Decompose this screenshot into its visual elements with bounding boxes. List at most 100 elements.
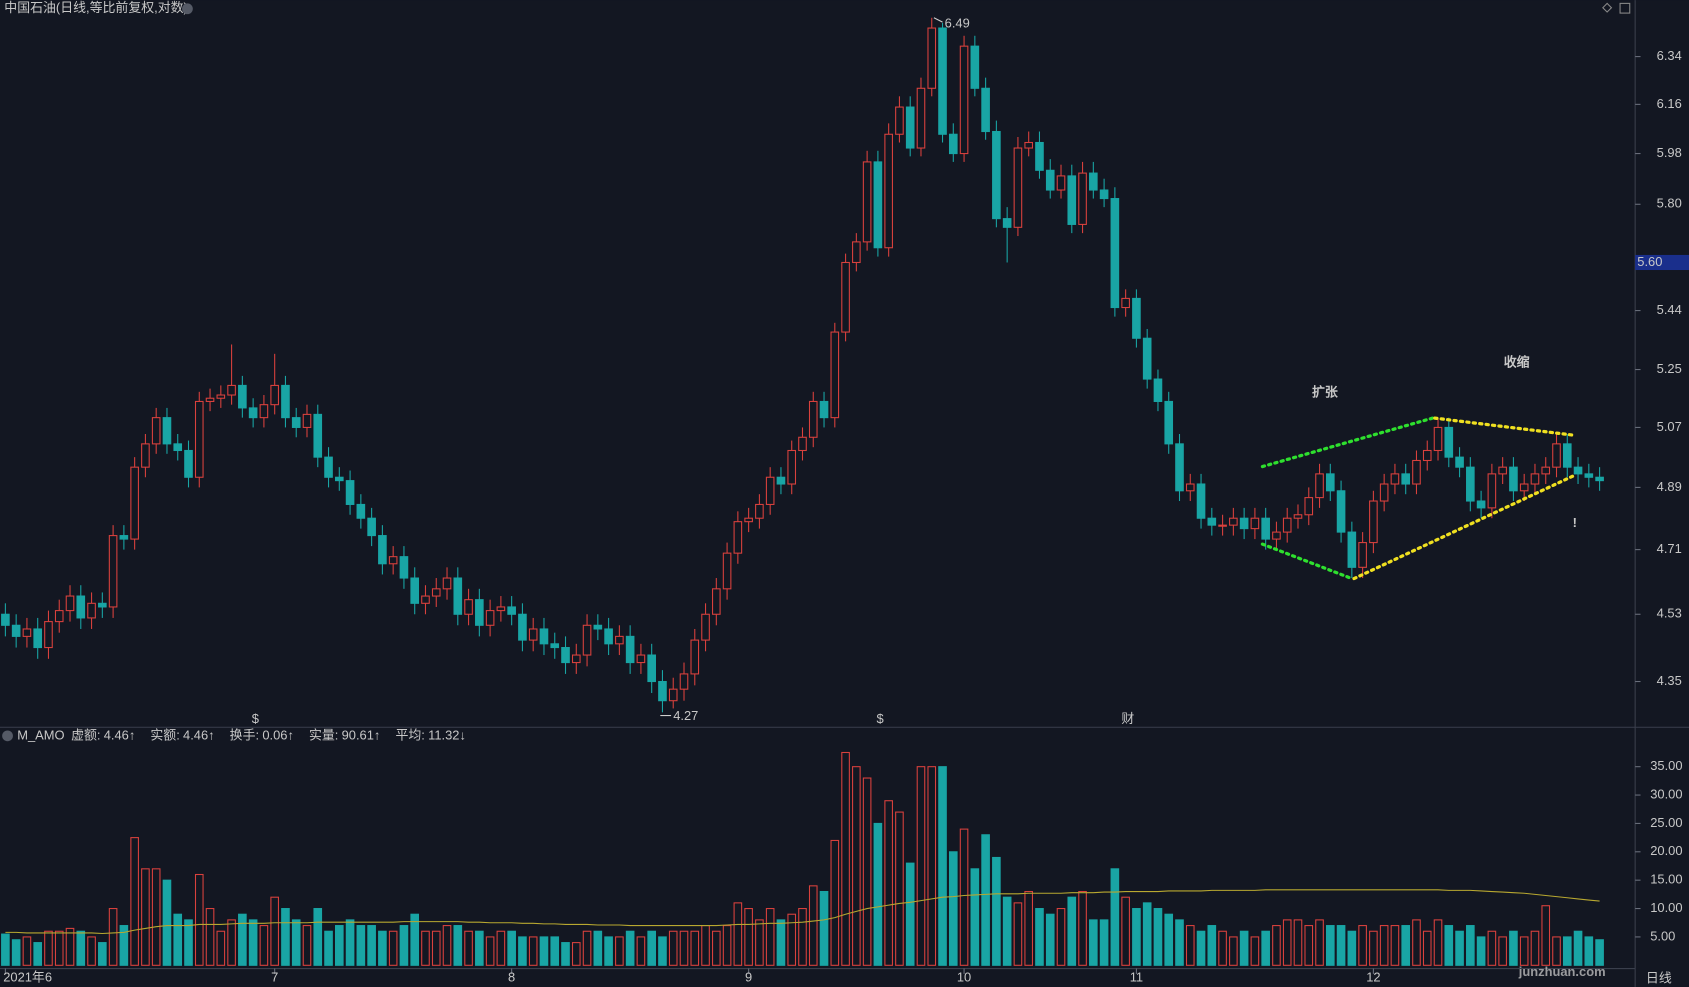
legend-trend: ↑ (287, 727, 293, 742)
volume-bar (1433, 919, 1443, 966)
volume-bar (1336, 925, 1346, 966)
volume-bar (1024, 890, 1034, 966)
legend-label: 实额: (150, 727, 179, 742)
volume-bar (744, 908, 753, 966)
x-tick-label: 11 (1130, 970, 1143, 985)
volume-bar (1455, 930, 1464, 966)
volume-bar (841, 751, 850, 966)
candle-body (862, 161, 872, 243)
candle-body (1002, 218, 1012, 228)
volume-bar (162, 879, 172, 966)
watermark: junzhuan.com (1518, 964, 1606, 979)
legend-trend: ↓ (459, 727, 465, 742)
candle-body (313, 413, 323, 458)
volume-bar (981, 834, 990, 966)
volume-bar (1315, 919, 1324, 966)
high-marker-arrow (933, 17, 943, 23)
volume-bar (636, 936, 646, 966)
volume-bar (431, 930, 441, 966)
candle-body (981, 87, 990, 133)
volume-bar (1573, 930, 1583, 966)
candle-body (1056, 175, 1066, 191)
candle-body (496, 606, 506, 612)
volume-bar (507, 930, 516, 966)
volume-bar (291, 919, 301, 966)
volume-bar (11, 939, 21, 966)
contraction-line (1352, 473, 1577, 581)
candle-body (119, 535, 129, 540)
volume-bars (1, 751, 1604, 966)
contraction-line (1433, 416, 1577, 437)
candle-body (1573, 466, 1583, 475)
candle-body (1476, 500, 1486, 509)
candle-body (1422, 449, 1432, 462)
volume-bar (1412, 919, 1421, 966)
volume-bar (1369, 930, 1378, 966)
candle-body (507, 606, 516, 615)
candle-body (1487, 473, 1497, 509)
volume-bar (1196, 930, 1206, 966)
candle-body (615, 635, 624, 645)
candle-body (992, 130, 1001, 220)
candle-body (1250, 517, 1260, 530)
icon-window[interactable] (1619, 2, 1631, 14)
volume-bar (1035, 908, 1044, 966)
candle-body (1089, 172, 1098, 191)
x-tick-label: 8 (508, 970, 515, 985)
volume-bar (1541, 905, 1551, 966)
candle-body (1455, 456, 1464, 468)
candle-body (776, 476, 786, 485)
candle-body (291, 417, 301, 428)
volume-bar (227, 919, 236, 966)
volume-bar (453, 925, 463, 966)
y-tick-label: 5.80 (1657, 196, 1682, 211)
candle-body (819, 400, 829, 419)
volume-bar (1379, 925, 1389, 966)
candle-body (1132, 297, 1141, 339)
volume-bar (798, 908, 807, 966)
volume-bar (205, 908, 215, 966)
candle-body (647, 654, 656, 683)
volume-bar (1153, 908, 1163, 966)
volume-bar (345, 919, 355, 966)
volume-bar (905, 862, 915, 966)
candle-body (798, 436, 807, 452)
candle-body (755, 503, 764, 519)
volume-bar (1089, 919, 1098, 966)
candle-body (1444, 426, 1454, 458)
title-menu-icon[interactable] (182, 3, 193, 15)
volume-bar (938, 766, 947, 966)
volume-bar (270, 896, 279, 966)
volume-bar (442, 925, 452, 966)
candle-body (1013, 147, 1023, 228)
volume-bar (324, 930, 333, 966)
candle-body (205, 397, 215, 402)
y-tick-label: 4.89 (1657, 479, 1682, 494)
candle-body (1595, 476, 1604, 482)
candle-body (1584, 473, 1594, 478)
candle-body (1035, 141, 1044, 171)
candle-body (1282, 517, 1292, 533)
volume-bar (787, 913, 797, 966)
high-marker: 6.49 (945, 16, 970, 31)
candle-body (765, 476, 775, 505)
candle-body (1325, 473, 1335, 492)
candle-body (1196, 483, 1206, 519)
volume-bar (647, 930, 656, 966)
indicator-menu-icon[interactable] (2, 730, 13, 742)
candle-body (1519, 483, 1529, 492)
legend-trend: ↑ (208, 727, 214, 742)
volume-bar (1067, 896, 1077, 966)
icon-diamond[interactable] (1602, 2, 1613, 13)
candle-body (1153, 378, 1163, 402)
candle-body (1541, 466, 1551, 475)
volume-bar (108, 908, 118, 966)
volume-bar (1466, 925, 1475, 966)
candle-body (582, 624, 592, 656)
candle-body (98, 602, 107, 608)
volume-bar (528, 936, 538, 966)
candle-body (173, 443, 183, 452)
volume-bar (44, 930, 53, 966)
candle-body (625, 635, 635, 664)
volume-bar (141, 868, 150, 966)
